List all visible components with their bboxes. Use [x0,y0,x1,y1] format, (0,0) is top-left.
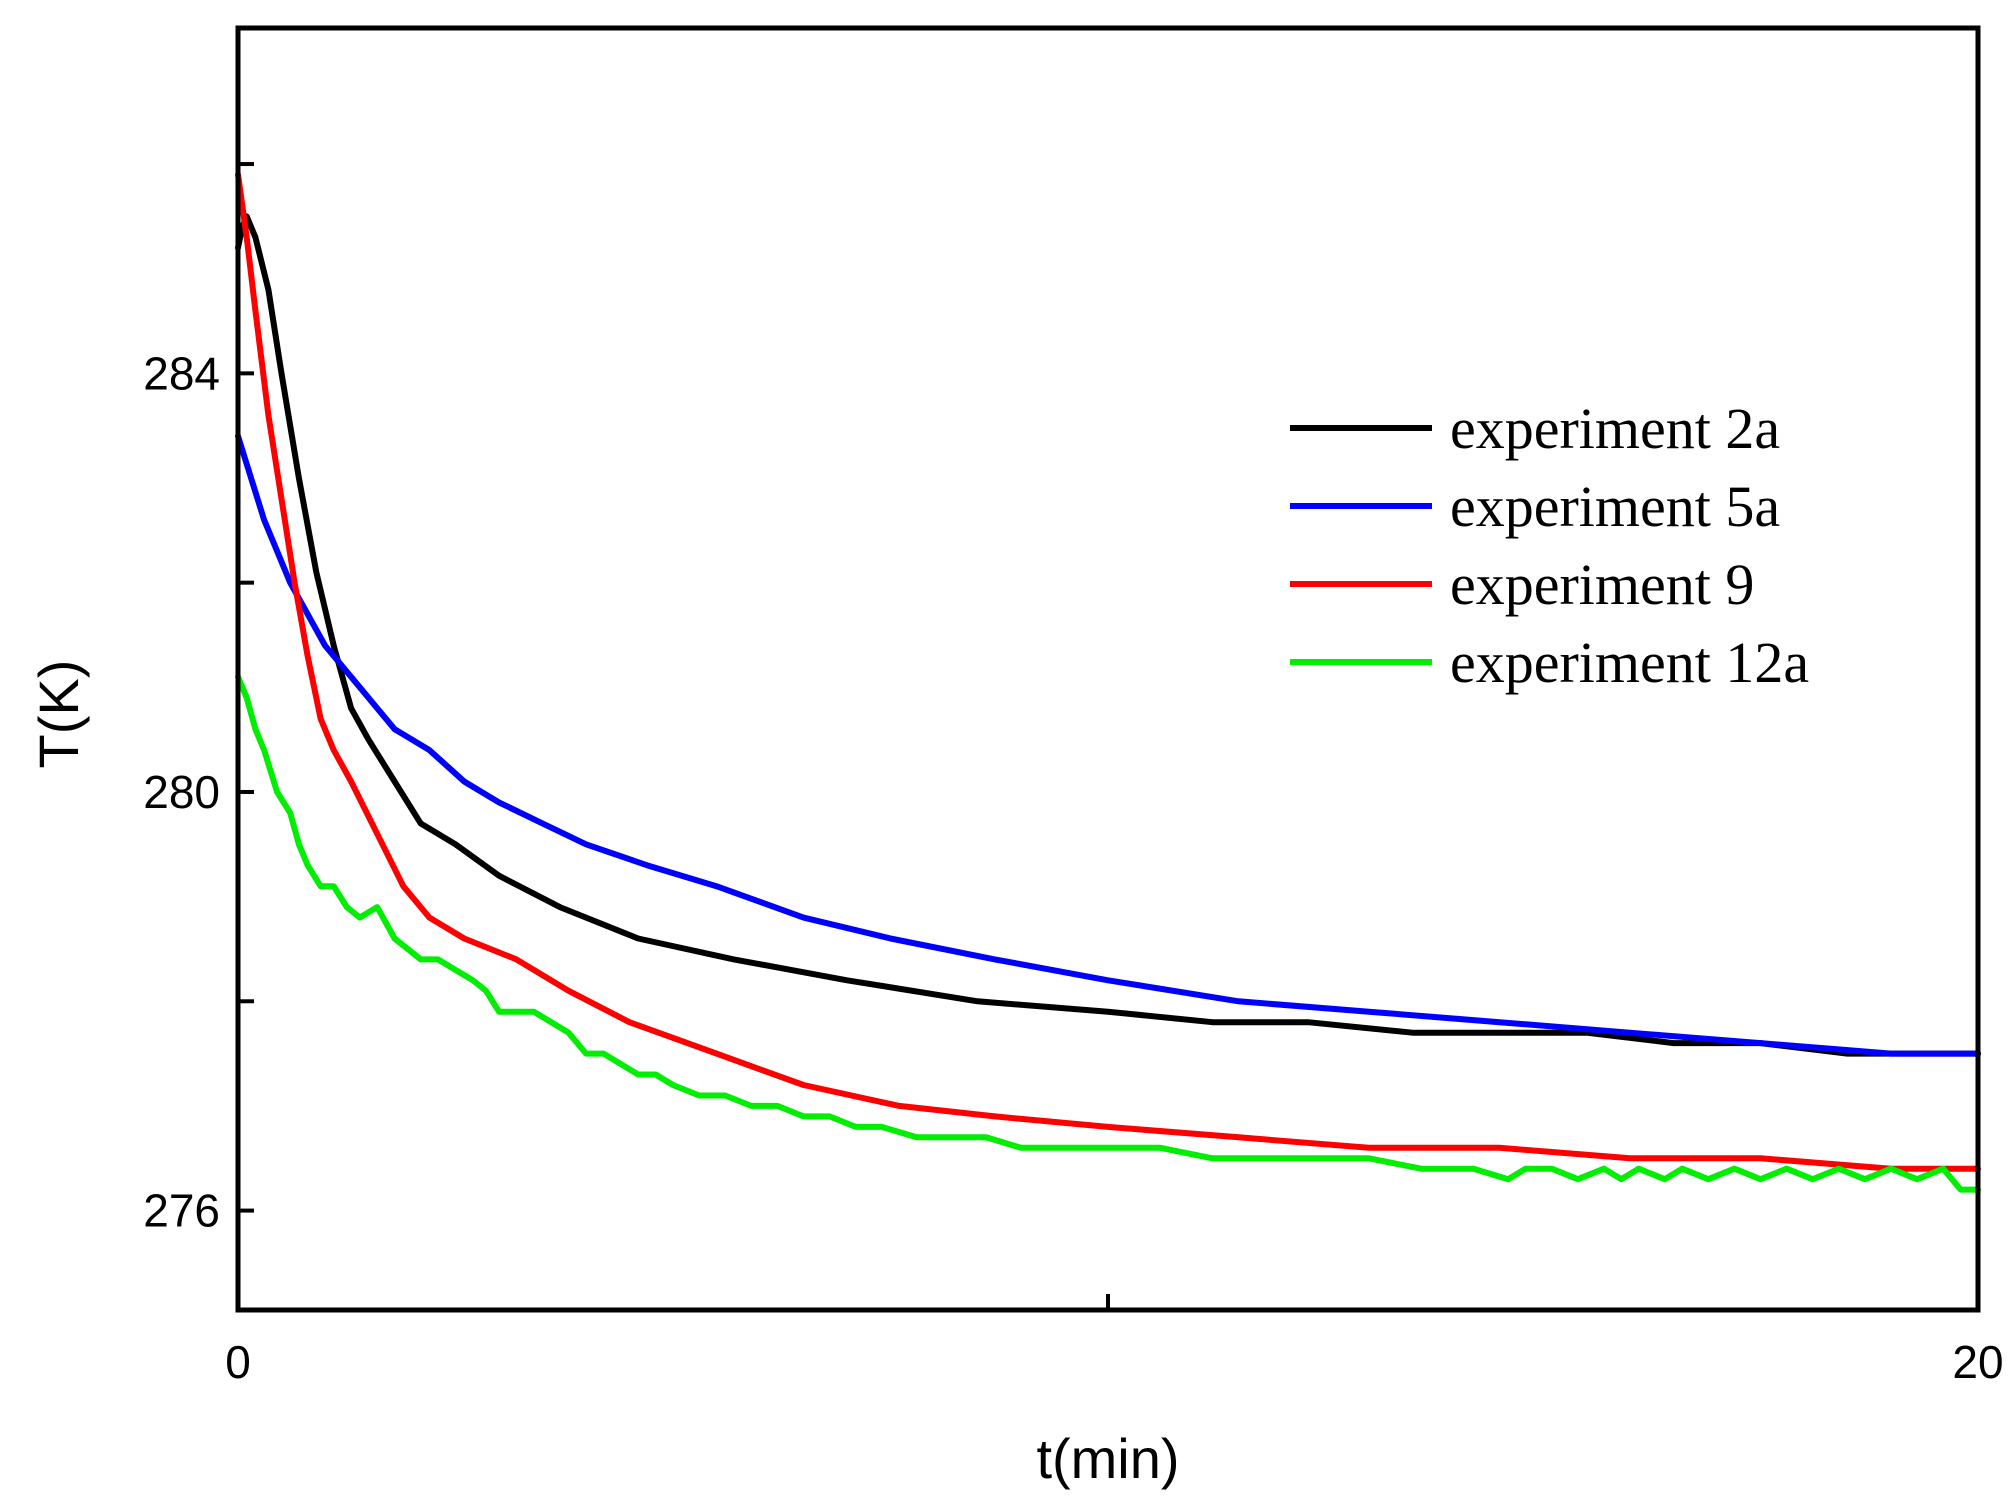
legend-label-2: experiment 5a [1450,474,1780,539]
series-layer [235,171,1981,1193]
x-axis-title: t(min) [1036,1427,1179,1490]
series-line-1 [235,213,1981,1057]
x-axis-ticks: 0 20 [225,1294,2004,1388]
x-tick-label: 0 [225,1336,251,1388]
series-line-3 [235,171,1981,1172]
y-tick-label: 284 [143,347,220,399]
legend: experiment 2a experiment 5a experiment 9 ex… [1290,396,1809,695]
y-tick-label: 276 [143,1185,220,1237]
y-axis-ticks: 276 280 284 [143,162,254,1237]
legend-label-1: experiment 2a [1450,396,1780,461]
series-line-2 [235,433,1981,1057]
legend-label-4: experiment 12a [1450,630,1809,695]
y-tick-label: 280 [143,766,220,818]
x-tick-label: 20 [1952,1336,2003,1388]
y-axis-title: T(K) [27,660,90,769]
legend-label-3: experiment 9 [1450,552,1754,617]
series-line-4 [235,673,1981,1193]
